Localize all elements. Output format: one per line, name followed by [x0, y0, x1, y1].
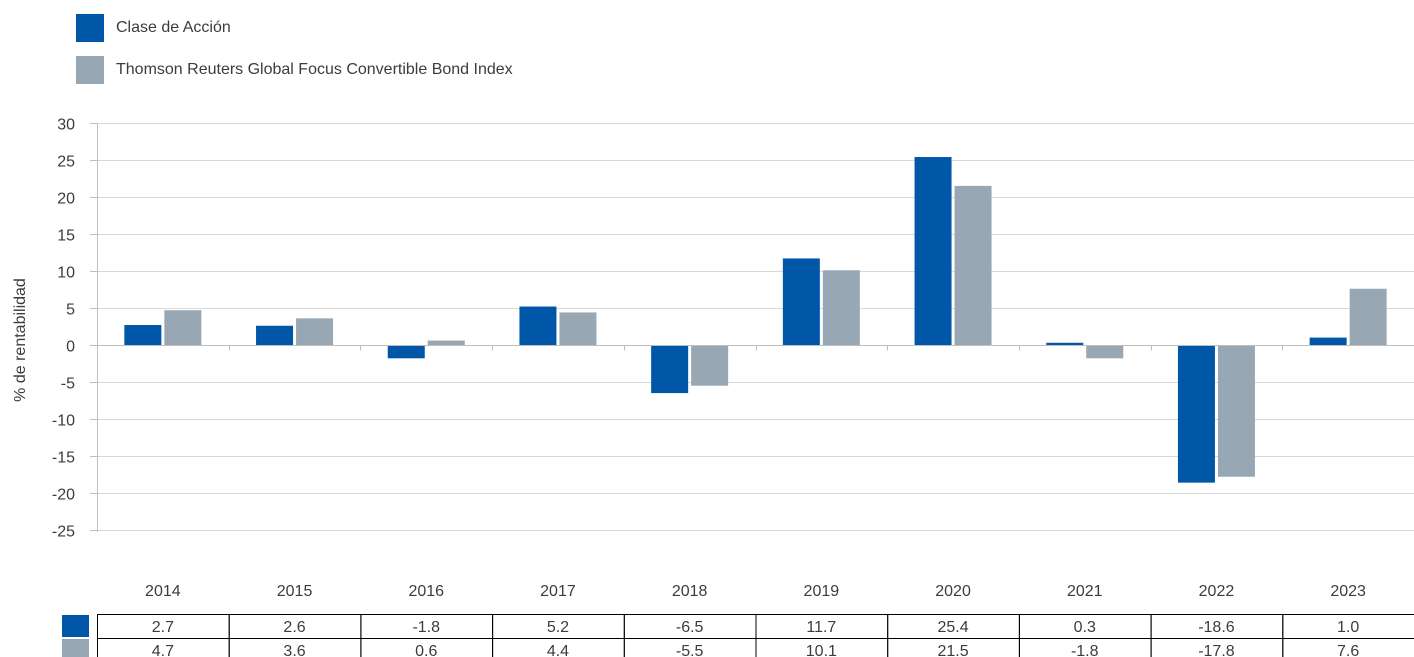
table-row-swatch-index [62, 639, 89, 657]
bar-share-class-2023 [1309, 337, 1347, 345]
table-cell-value: -18.6 [1198, 619, 1235, 636]
x-axis-labels: 2014 2015 2016 2017 2018 2019 2020 2021 2022 2023 [145, 583, 1366, 600]
table-cell-value: 3.6 [283, 643, 305, 657]
bar-index-2015 [296, 318, 334, 345]
legend-label-share-class: Clase de Acción [116, 19, 231, 36]
bars [124, 157, 1387, 483]
bar-index-2016 [427, 340, 465, 345]
bar-share-class-2019 [782, 258, 820, 345]
table-cell-value: 0.3 [1074, 619, 1096, 636]
table-cell-value: 2.6 [283, 619, 305, 636]
y-tick-label: 25 [57, 154, 75, 171]
bar-index-2023 [1349, 288, 1387, 345]
y-tick-label: 30 [57, 117, 75, 134]
data-table: 2.7 2.6 -1.8 5.2 -6.5 11.7 25.4 0.3 -18.6 1.0 4.7 3… [62, 614, 1414, 657]
table-cell-value: -1.8 [412, 619, 440, 636]
table-cell-value: 21.5 [937, 643, 968, 657]
x-tick-label: 2016 [408, 583, 444, 600]
bar-share-class-2018 [651, 345, 689, 394]
table-cell-value: 25.4 [937, 619, 968, 636]
y-tick-label: -25 [52, 524, 75, 541]
bar-share-class-2017 [519, 306, 557, 345]
bar-index-2022 [1217, 345, 1255, 477]
bar-share-class-2016 [387, 345, 425, 359]
table-cell-value: 4.7 [152, 643, 174, 657]
x-tick-label: 2020 [935, 583, 971, 600]
bar-index-2020 [954, 185, 992, 345]
y-tick-label: 5 [66, 302, 75, 319]
y-axis-ticks: 30 25 20 15 10 5 0 -5 -10 -15 -20 -25 [52, 117, 97, 541]
x-tick-label: 2023 [1330, 583, 1366, 600]
x-tick-label: 2015 [277, 583, 313, 600]
bar-index-2014 [164, 310, 202, 345]
table-cell-value: -5.5 [676, 643, 704, 657]
y-tick-label: -15 [52, 450, 75, 467]
y-tick-label: -10 [52, 413, 75, 430]
legend-item-index: Thomson Reuters Global Focus Convertible… [76, 56, 513, 84]
x-tick-label: 2017 [540, 583, 576, 600]
x-tick-label: 2019 [804, 583, 840, 600]
table-row-swatch-share-class [62, 615, 89, 637]
x-tick-label: 2021 [1067, 583, 1103, 600]
bar-index-2018 [691, 345, 729, 386]
legend-item-share-class: Clase de Acción [76, 14, 513, 42]
chart-legend: Clase de Acción Thomson Reuters Global F… [76, 14, 513, 98]
table-cell-value: 4.4 [547, 643, 569, 657]
table-cell-value: 1.0 [1337, 619, 1359, 636]
table-cell-value: 10.1 [806, 643, 837, 657]
y-tick-label: -5 [61, 376, 75, 393]
x-tick-label: 2018 [672, 583, 708, 600]
table-cell-value: 5.2 [547, 619, 569, 636]
bar-index-2017 [559, 312, 597, 345]
bar-index-2021 [1086, 345, 1124, 359]
table-cell-value: -1.8 [1071, 643, 1099, 657]
bar-index-2019 [822, 270, 860, 345]
bar-share-class-2020 [914, 157, 952, 345]
bar-share-class-2021 [1046, 342, 1084, 345]
table-cell-value: -6.5 [676, 619, 704, 636]
y-tick-label: 0 [66, 339, 75, 356]
x-tick-label: 2022 [1199, 583, 1235, 600]
y-axis-title: % de rentabilidad [12, 278, 29, 402]
x-tick-label: 2014 [145, 583, 181, 600]
y-tick-label: 15 [57, 228, 75, 245]
table-cell-value: 0.6 [415, 643, 437, 657]
table-cell-value: 11.7 [806, 619, 836, 636]
legend-label-index: Thomson Reuters Global Focus Convertible… [116, 61, 513, 78]
x-axis [90, 123, 1414, 532]
table-cell-value: 7.6 [1337, 643, 1359, 657]
table-cell [1282, 638, 1414, 657]
table-cell-value: 2.7 [152, 619, 174, 636]
legend-swatch-index [76, 56, 104, 84]
table-cell-value: -17.8 [1198, 643, 1235, 657]
y-tick-label: 10 [57, 265, 75, 282]
legend-swatch-share-class [76, 14, 104, 42]
bar-share-class-2015 [256, 325, 294, 345]
bar-share-class-2014 [124, 325, 162, 345]
gridlines [97, 123, 1414, 531]
y-tick-label: 20 [57, 191, 75, 208]
y-tick-label: -20 [52, 487, 75, 504]
bar-share-class-2022 [1177, 345, 1215, 483]
